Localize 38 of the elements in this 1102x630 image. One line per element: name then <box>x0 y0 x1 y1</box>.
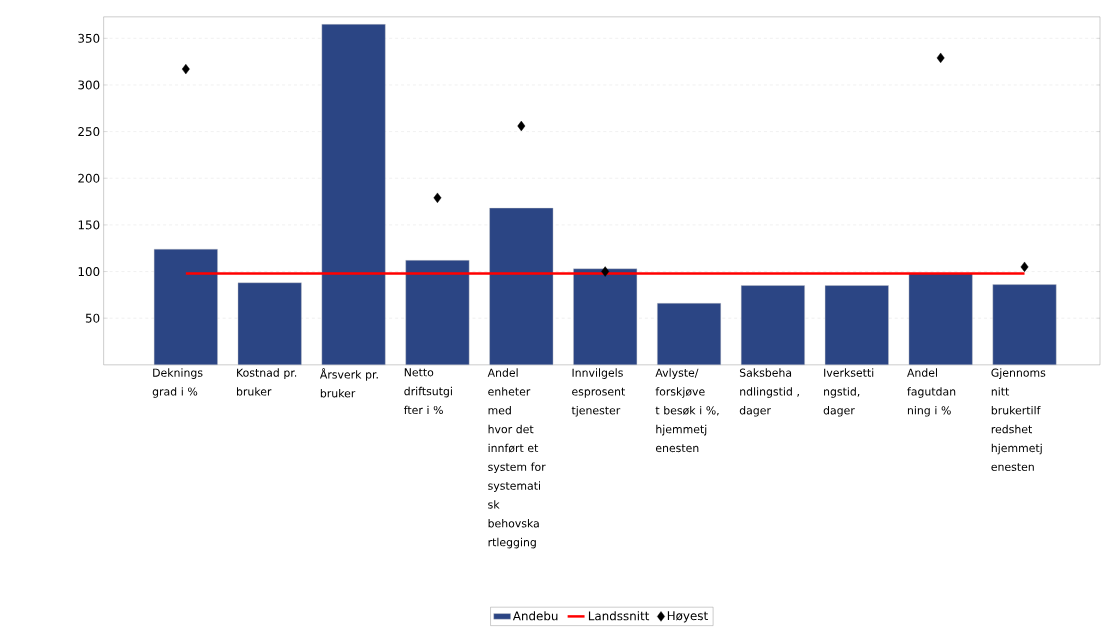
x-tick-label: Gjennoms nitt brukertilf redshet hjemmetj enesten <box>991 368 1046 472</box>
point <box>1020 261 1029 273</box>
y-tick-label: 100 <box>78 267 100 277</box>
x-tick-label: Iverksetti ngstid, dager <box>823 368 874 417</box>
bar <box>405 260 470 366</box>
legend-label: Høyest <box>667 611 708 623</box>
y-tick-label: 150 <box>78 220 100 230</box>
bar <box>992 284 1057 366</box>
x-tick-label: Kostnad pr. bruker <box>237 368 297 396</box>
point <box>601 266 610 277</box>
y-tick-label: 200 <box>78 173 100 183</box>
x-tick-label: Deknings grad i % <box>152 368 203 398</box>
x-tick-label: Årsverk pr. bruker <box>319 368 378 398</box>
legend-label: Andebu <box>512 611 558 621</box>
bar <box>153 249 218 366</box>
y-tick-label: 350 <box>78 34 100 44</box>
point <box>517 121 526 132</box>
bar <box>908 273 973 366</box>
category-label: Andel enheter med hvor det innført et system for systemati sk behovska rtlegging <box>487 368 546 549</box>
x-tick-label: Innvilgels esprosent tjenester <box>571 368 626 417</box>
point <box>936 52 945 64</box>
y-tick-label: 300 <box>78 80 100 90</box>
point <box>181 64 190 75</box>
bar <box>321 24 386 366</box>
x-tick-label: Andel fagutdan ning i % <box>907 368 956 417</box>
legend-label: Landssnitt <box>588 611 650 621</box>
bar <box>237 282 302 366</box>
bar <box>657 303 721 366</box>
bar <box>741 285 805 366</box>
x-tick-label: Saksbeha ndlingstid , dager <box>739 368 799 417</box>
x-tick-label: Netto driftsutgi fter i % <box>403 368 452 415</box>
bar <box>573 268 638 366</box>
bar <box>489 208 554 366</box>
point <box>433 192 442 204</box>
y-tick-label: 250 <box>78 127 100 137</box>
y-tick-label: 50 <box>85 313 100 323</box>
x-tick-label: Avlyste/ forskjøve t besøk i %, hjemmetj enesten <box>655 368 719 453</box>
bar <box>824 285 889 366</box>
